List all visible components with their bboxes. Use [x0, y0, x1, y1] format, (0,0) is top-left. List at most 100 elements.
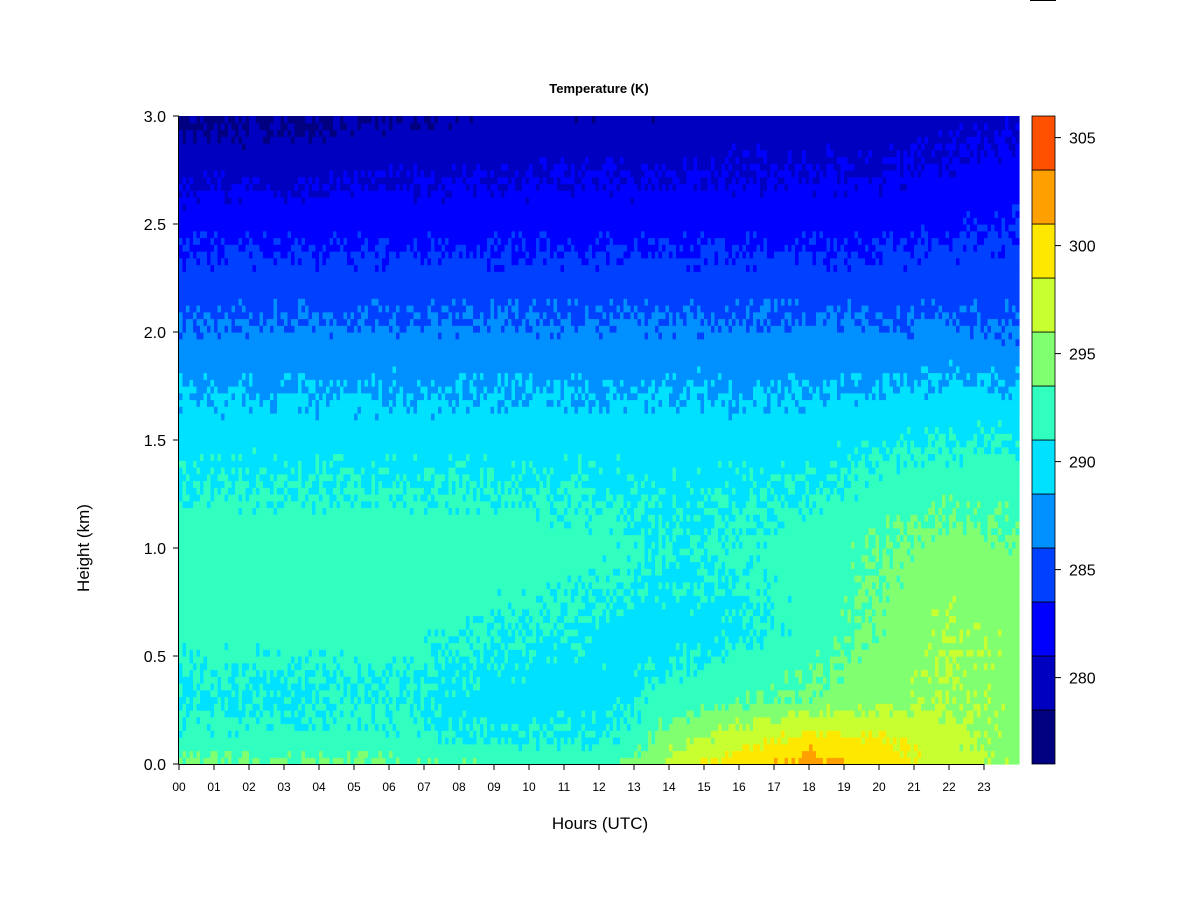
heatmap-cell — [301, 500, 306, 509]
heatmap-cell — [994, 386, 999, 394]
heatmap-cell — [186, 696, 191, 704]
heatmap-cell — [728, 703, 744, 711]
heatmap-cell — [378, 480, 383, 488]
heatmap-cell — [1001, 217, 1006, 225]
heatmap-cell — [571, 372, 576, 380]
heatmap-cell — [504, 622, 509, 630]
heatmap-cell — [515, 311, 520, 320]
heatmap-cell — [616, 453, 621, 461]
heatmap-cell — [952, 453, 957, 461]
heatmap-cell — [749, 595, 768, 603]
heatmap-cell — [441, 251, 446, 259]
heatmap-cell — [319, 662, 324, 671]
heatmap-cell — [438, 683, 464, 691]
heatmap-cell — [364, 237, 369, 245]
heatmap-cell — [494, 473, 513, 482]
heatmap-cell — [389, 494, 394, 502]
heatmap-cell — [609, 588, 614, 596]
heatmap-cell — [298, 311, 310, 320]
heatmap-cell — [557, 487, 565, 495]
heatmap-cell — [501, 662, 506, 671]
heatmap-cell — [669, 656, 677, 664]
heatmap-cell — [210, 750, 219, 758]
heatmap-cell — [928, 392, 1003, 401]
heatmap-cell — [280, 710, 285, 718]
heatmap-cell — [956, 507, 975, 515]
heatmap-cell — [350, 190, 355, 198]
heatmap-cell — [504, 190, 572, 198]
heatmap-cell — [886, 629, 933, 637]
heatmap-cell — [287, 311, 299, 320]
heatmap-cell — [823, 507, 929, 515]
heatmap-cell — [970, 743, 975, 752]
heatmap-cell — [291, 750, 303, 758]
heatmap-cell — [392, 696, 397, 704]
heatmap-cell — [322, 257, 327, 266]
heatmap-cell — [291, 683, 303, 691]
heatmap-cell — [676, 514, 681, 522]
heatmap-cell — [693, 669, 698, 677]
heatmap-cell — [924, 136, 929, 144]
heatmap-cell — [630, 487, 639, 495]
heatmap-cell — [315, 689, 320, 698]
heatmap-cell — [179, 278, 1020, 286]
heatmap-cell — [585, 507, 590, 515]
heatmap-cell — [942, 507, 954, 515]
heatmap-cell — [431, 392, 439, 401]
heatmap-cell — [382, 696, 387, 704]
heatmap-cell — [252, 662, 257, 671]
heatmap-cell — [315, 662, 320, 671]
heatmap-cell — [263, 710, 271, 718]
heatmap-cell — [693, 514, 702, 522]
heatmap-cell — [179, 251, 191, 259]
heatmap-cell — [952, 507, 957, 515]
heatmap-cell — [224, 190, 229, 198]
heatmap-cell — [340, 176, 345, 185]
heatmap-cell — [844, 190, 849, 198]
heatmap-cell — [735, 190, 761, 198]
heatmap-cell — [424, 676, 443, 684]
heatmap-cell — [553, 521, 565, 529]
heatmap-cell — [711, 163, 716, 171]
heatmap-cell — [784, 494, 803, 502]
heatmap-cell — [711, 237, 716, 245]
heatmap-cell — [994, 426, 1020, 434]
heatmap-cell — [851, 656, 859, 664]
heatmap-cell — [567, 588, 572, 596]
heatmap-cell — [830, 257, 845, 266]
heatmap-cell — [382, 305, 387, 313]
heatmap-cell — [557, 305, 586, 313]
heatmap-cell — [371, 176, 376, 185]
heatmap-cell — [420, 170, 425, 178]
heatmap-cell — [266, 723, 275, 731]
heatmap-cell — [305, 683, 317, 691]
heatmap-cell — [987, 514, 996, 522]
heatmap-cell — [564, 710, 583, 718]
heatmap-cell — [644, 581, 649, 590]
heatmap-cell — [634, 710, 639, 718]
heatmap-cell — [732, 413, 1020, 421]
heatmap-cell — [763, 696, 775, 704]
heatmap-cell — [644, 662, 656, 671]
heatmap-cell — [182, 467, 187, 475]
heatmap-cell — [448, 723, 453, 731]
heatmap-cell — [739, 318, 744, 326]
heatmap-cell — [847, 656, 852, 664]
heatmap-cell — [942, 494, 947, 502]
heatmap-cell — [742, 473, 747, 482]
heatmap-cell — [193, 237, 201, 245]
heatmap-cell — [847, 608, 852, 617]
heatmap-cell — [252, 379, 282, 387]
heatmap-cell — [767, 325, 772, 333]
heatmap-cell — [371, 487, 376, 495]
heatmap-cell — [991, 224, 996, 232]
heatmap-cell — [585, 602, 597, 610]
heatmap-cell — [543, 635, 562, 644]
heatmap-cell — [840, 372, 845, 380]
heatmap-cell — [669, 311, 674, 320]
heatmap-cell — [819, 689, 824, 698]
heatmap-cell — [658, 541, 663, 549]
heatmap-cell — [882, 453, 891, 461]
heatmap-cell — [781, 386, 786, 394]
heatmap-cell — [641, 480, 646, 488]
